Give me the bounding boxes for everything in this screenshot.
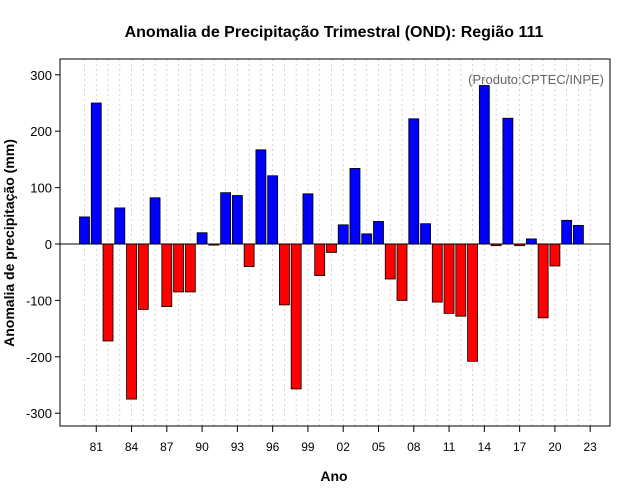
bar-2020 [549,243,561,267]
bar-1984 [126,243,137,400]
bar-2004 [361,233,373,245]
bar-2008 [408,118,420,245]
x-tick-label: 99 [301,440,315,454]
y-tick-label: -200 [26,350,52,365]
x-tick-label: 02 [337,440,351,454]
x-tick-label: 84 [125,440,139,454]
x-tick-label: 14 [478,440,492,454]
x-tick-label: 20 [548,440,562,454]
y-axis-label: Anomalia de precipitação (mm) [1,139,17,347]
bar-1996 [267,175,279,245]
x-tick-label: 90 [195,440,209,454]
credit-label: (Produto:CPTEC/INPE) [468,72,604,87]
x-tick-label: 87 [160,440,174,454]
x-tick-label: 93 [231,440,245,454]
plot-frame [59,58,611,427]
bar-1990 [196,232,208,245]
bar-1992 [220,192,232,245]
bar-2016 [502,117,514,245]
bar-2006 [384,243,396,280]
x-tick-label: 96 [266,440,280,454]
bar-1989 [184,243,196,293]
chart-title: Anomalia de Precipitação Trimestral (OND… [125,24,544,41]
bar-2013 [467,243,478,362]
bar-1994 [243,243,255,267]
bars [79,85,584,400]
bar-2012 [455,243,467,317]
bar-2003 [349,168,361,245]
bar-2018 [525,238,537,245]
y-tick-label: 100 [30,181,52,196]
x-tick-label: 23 [584,440,598,454]
bar-1985 [137,243,149,310]
y-axis: -300 -200 -100 0 100 200 300 [26,68,60,421]
x-tick-label: 81 [90,440,104,454]
bar-2002 [337,224,349,245]
bar-2011 [443,243,455,314]
bar-1993 [231,195,243,245]
bar-1999 [302,193,314,245]
bar-2010 [431,243,443,303]
bar-1980 [79,216,90,245]
bar-2007 [396,243,408,301]
bar-2005 [373,221,384,245]
bar-2001 [326,243,337,253]
bar-1998 [290,243,302,390]
bar-2021 [561,219,573,245]
x-tick-label: 05 [372,440,386,454]
x-tick-label: 17 [513,440,527,454]
bar-2014 [478,85,490,245]
x-axis-label: Ano [320,468,347,484]
bar-1983 [114,207,126,245]
bar-1981 [90,102,102,245]
bar-2022 [573,224,584,245]
y-tick-label: -100 [26,293,52,308]
bar-1988 [173,243,184,293]
bar-1987 [161,243,173,308]
y-tick-label: 300 [30,68,52,83]
x-axis: 81 84 87 90 93 96 99 02 05 08 11 14 17 20 23 [90,426,598,454]
bar-1997 [279,243,290,306]
x-tick-label: 11 [443,440,456,454]
bar-2000 [314,243,326,276]
y-tick-label: 200 [30,124,52,139]
y-tick-label: -300 [26,406,52,421]
bar-1982 [102,243,114,342]
bar-2009 [420,223,431,245]
bar-2019 [537,243,549,319]
x-tick-label: 08 [407,440,421,454]
y-tick-label: 0 [45,237,52,252]
bar-1986 [149,197,161,245]
bar-1995 [255,149,267,245]
